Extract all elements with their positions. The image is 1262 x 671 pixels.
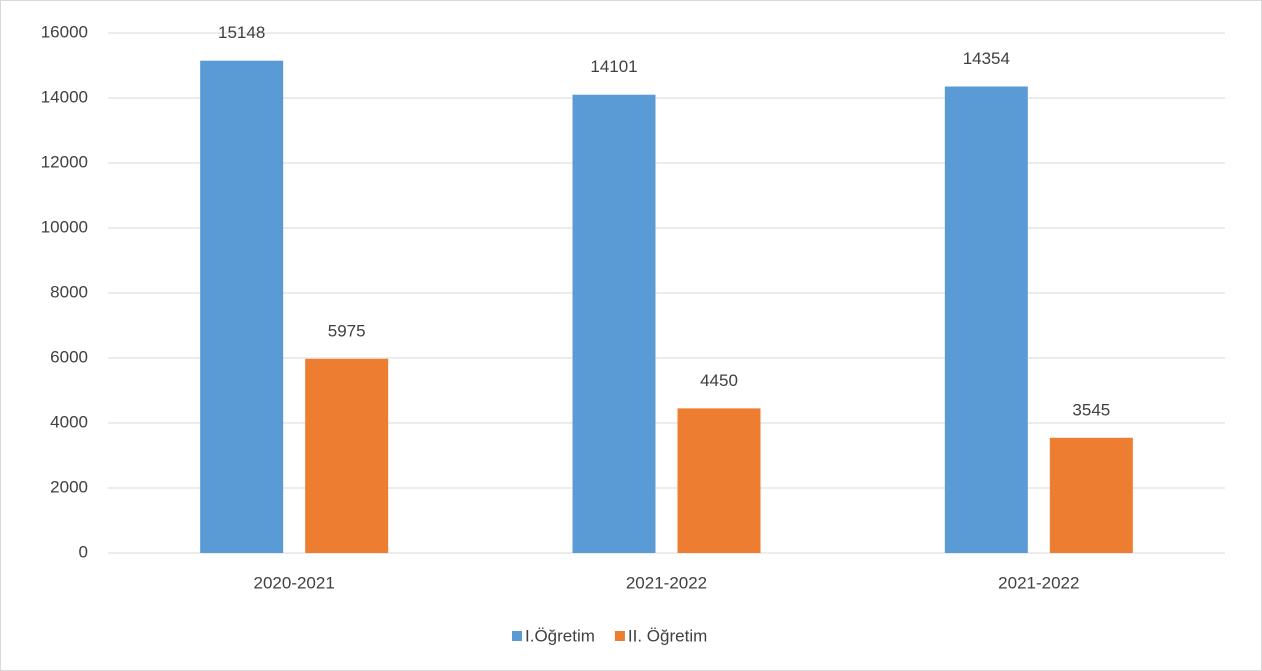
bar (677, 408, 761, 553)
data-label: 14101 (590, 57, 637, 76)
y-tick-label: 14000 (41, 87, 88, 106)
x-tick-label: 2021-2022 (626, 573, 707, 592)
data-label: 15148 (218, 23, 265, 42)
x-tick-label: 2020-2021 (254, 573, 335, 592)
y-tick-label: 12000 (41, 152, 88, 171)
data-label: 5975 (328, 321, 366, 340)
y-tick-label: 6000 (50, 347, 88, 366)
x-tick-label: 2021-2022 (998, 573, 1079, 592)
bar (572, 94, 656, 553)
legend-label: II. Öğretim (628, 626, 707, 645)
bar (944, 86, 1028, 554)
y-tick-label: 2000 (50, 477, 88, 496)
bar (200, 60, 284, 553)
bar (305, 358, 389, 553)
y-tick-label: 0 (79, 542, 88, 561)
data-label: 3545 (1072, 400, 1110, 419)
bar (1049, 437, 1133, 553)
legend-swatch (614, 631, 625, 641)
y-tick-label: 4000 (50, 412, 88, 431)
y-tick-label: 16000 (41, 22, 88, 41)
legend-swatch (512, 631, 522, 641)
y-tick-label: 10000 (41, 217, 88, 236)
data-label: 14354 (963, 49, 1010, 68)
legend-label: I.Öğretim (525, 626, 595, 645)
y-tick-label: 8000 (50, 282, 88, 301)
data-label: 4450 (700, 371, 738, 390)
